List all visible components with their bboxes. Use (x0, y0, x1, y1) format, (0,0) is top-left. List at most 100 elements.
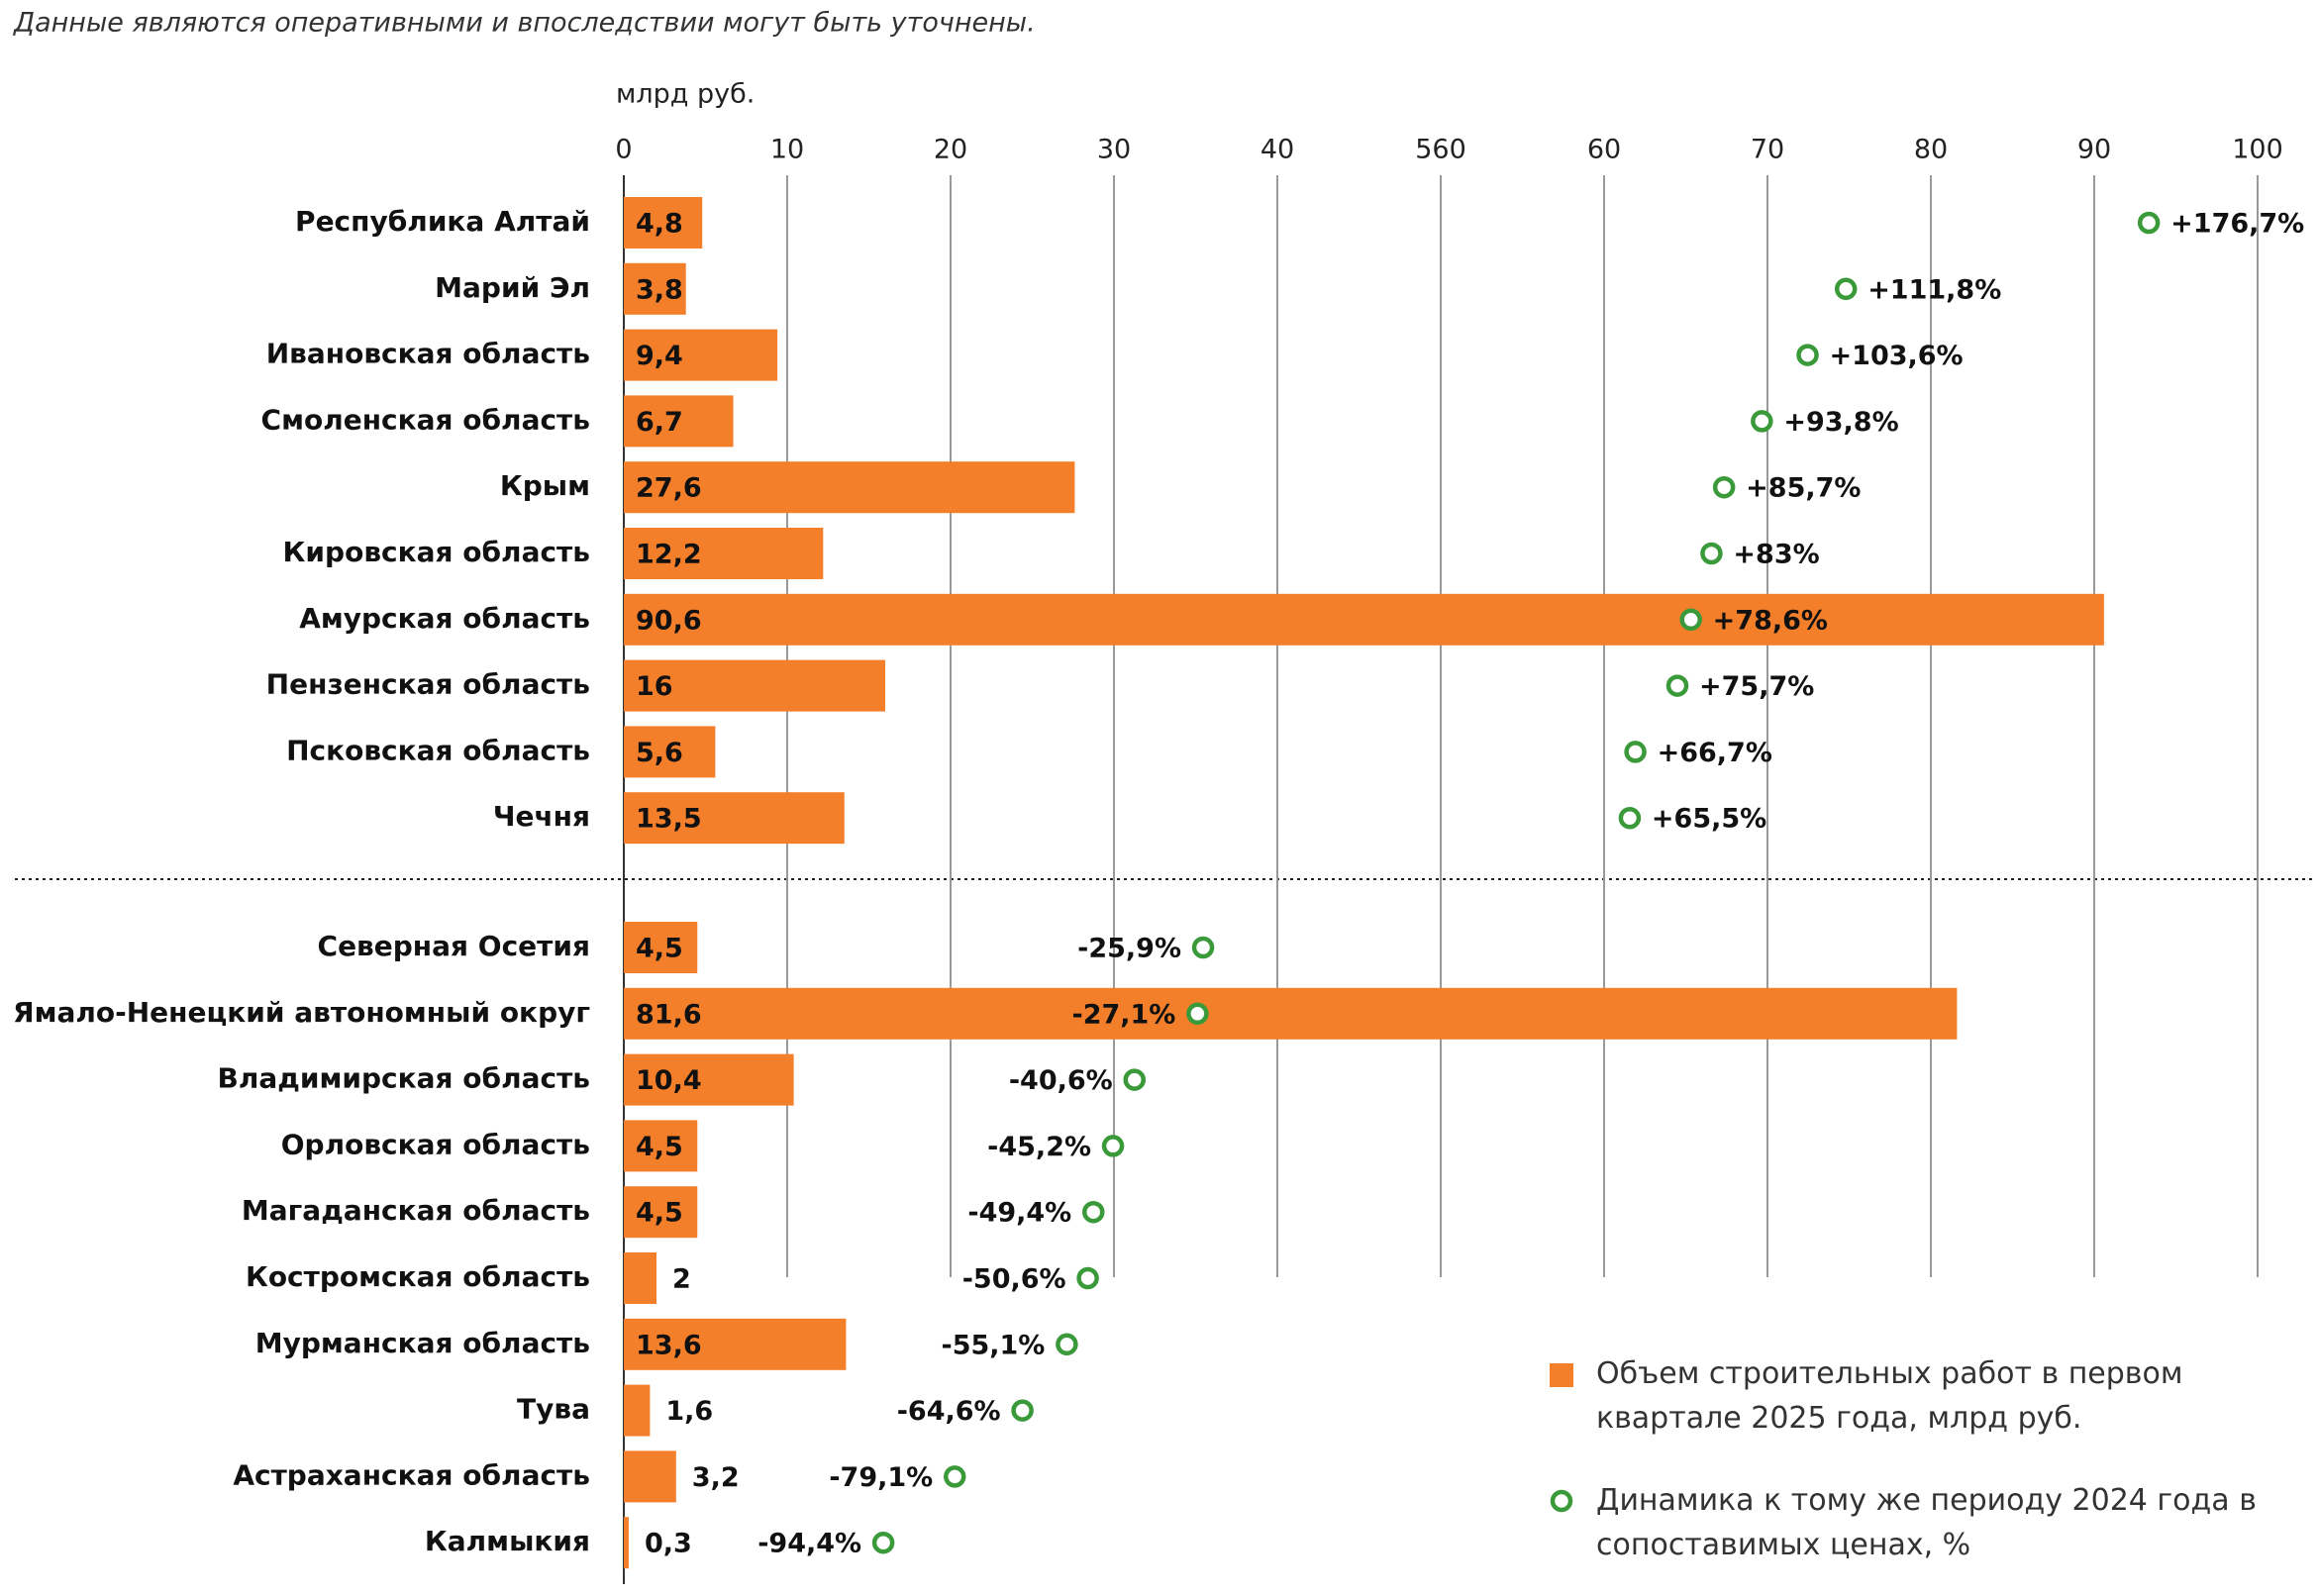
dynamics-marker (1712, 475, 1736, 499)
dynamics-marker (943, 1465, 966, 1488)
category-label: Крым (500, 469, 590, 502)
dynamics-label: -25,9% (1077, 934, 1181, 964)
dynamics-label: +93,8% (1783, 407, 1898, 438)
bar-value-label: 10,4 (636, 1065, 702, 1096)
x-tick-label: 40 (1260, 135, 1294, 165)
dynamics-marker (1796, 344, 1819, 366)
bar-value-label: 1,6 (665, 1396, 713, 1427)
bar-value-label: 13,5 (636, 804, 702, 835)
bar (624, 922, 698, 973)
category-label: Тува (517, 1393, 590, 1426)
category-label: Ивановская область (266, 338, 590, 370)
bar-value-label: 4,8 (636, 209, 683, 240)
dynamics-label: +111,8% (1867, 274, 2001, 305)
dynamics-marker (1056, 1333, 1078, 1356)
bar (624, 1252, 656, 1304)
dynamics-marker (1076, 1266, 1099, 1290)
category-label: Калмыкия (425, 1525, 590, 1557)
category-label: Псковская область (286, 734, 590, 766)
dynamics-marker (2137, 211, 2161, 235)
category-label: Амурская область (299, 602, 590, 635)
bar-value-label: 4,5 (636, 1132, 683, 1162)
dynamics-marker (1618, 806, 1642, 830)
category-label: Ямало-Ненецкий автономный округ (13, 996, 590, 1029)
dynamics-marker (1700, 542, 1723, 565)
dynamics-marker (1123, 1068, 1146, 1091)
bar-value-label: 5,6 (636, 738, 683, 768)
bar-value-label: 27,6 (636, 473, 702, 504)
dynamics-marker (1011, 1399, 1034, 1422)
category-label: Владимирская область (218, 1062, 590, 1095)
bar-value-label: 13,6 (636, 1330, 702, 1360)
x-tick-label: 0 (615, 135, 632, 165)
bar (624, 329, 778, 381)
dynamics-label: -79,1% (829, 1462, 933, 1493)
dynamics-label: +66,7% (1658, 738, 1772, 768)
bar-value-label: 81,6 (636, 999, 702, 1030)
bar-value-label: 16 (636, 671, 673, 702)
dynamics-label: -55,1% (941, 1330, 1045, 1360)
bar (624, 197, 703, 249)
dynamics-label: -50,6% (962, 1264, 1066, 1295)
category-label: Астраханская область (233, 1458, 590, 1491)
bar-value-label: 12,2 (636, 540, 702, 570)
category-label: Мурманская область (255, 1327, 590, 1359)
dynamics-label: +78,6% (1713, 605, 1828, 636)
x-tick-label: 10 (770, 135, 804, 165)
x-tick-label: 90 (2077, 135, 2111, 165)
dynamics-label: +83% (1733, 540, 1819, 570)
legend-swatch (1550, 1363, 1573, 1387)
dynamics-marker (1834, 277, 1858, 301)
x-tick-label: 30 (1097, 135, 1131, 165)
bar-value-label: 6,7 (636, 407, 683, 438)
x-tick-label: 60 (1587, 135, 1621, 165)
dynamics-label: -49,4% (967, 1198, 1071, 1229)
dynamics-label: -27,1% (1071, 999, 1175, 1030)
legend-item: Объем строительных работ в первом кварта… (1596, 1356, 2183, 1436)
dynamics-label: +75,7% (1699, 671, 1814, 702)
category-label: Кировская область (283, 536, 590, 568)
legend-label: Объем строительных работ в первом кварта… (1596, 1356, 2183, 1436)
note: Данные являются оперативными и впоследст… (13, 8, 1036, 39)
category-label: Костромская область (246, 1260, 590, 1293)
bar-value-label: 4,5 (636, 1198, 683, 1229)
dynamics-label: +85,7% (1746, 473, 1861, 504)
dynamics-label: -64,6% (897, 1396, 1001, 1427)
x-tick-label: 70 (1751, 135, 1784, 165)
bar (624, 1053, 794, 1106)
x-tick-label: 80 (1914, 135, 1948, 165)
dynamics-label: +176,7% (2170, 209, 2304, 240)
bar (624, 1186, 698, 1239)
bar (624, 593, 2104, 646)
dynamics-marker (1186, 1002, 1209, 1026)
bar-value-label: 9,4 (636, 341, 683, 371)
bar-value-label: 3,2 (692, 1462, 740, 1493)
dynamics-label: +65,5% (1652, 804, 1766, 835)
legend-marker (1550, 1489, 1573, 1513)
category-label: Магаданская область (242, 1194, 590, 1227)
bar (624, 528, 824, 579)
category-label: Чечня (493, 800, 590, 833)
bar-value-label: 90,6 (636, 605, 702, 636)
bar (624, 726, 716, 778)
dynamics-marker (1665, 674, 1689, 697)
axis-label: млрд руб. (616, 79, 755, 110)
x-tick-label: 560 (1415, 135, 1466, 165)
category-label: Смоленская область (261, 403, 590, 436)
dynamics-marker (1101, 1135, 1125, 1157)
x-tick-label: 20 (934, 135, 967, 165)
bar (624, 1517, 629, 1569)
dynamics-marker (1624, 741, 1647, 763)
dynamics-marker (1679, 608, 1702, 632)
category-label: Северная Осетия (318, 930, 590, 962)
bar-value-label: 4,5 (636, 934, 683, 964)
bar-value-label: 3,8 (636, 274, 683, 305)
bar (624, 792, 845, 845)
x-tick-label: 100 (2232, 135, 2283, 165)
dynamics-marker (1751, 410, 1773, 433)
dynamics-label: +103,6% (1830, 341, 1964, 371)
bar (624, 987, 1958, 1040)
bar-value-label: 0,3 (645, 1529, 692, 1559)
legend-label: Динамика к тому же периоду 2024 года в с… (1596, 1483, 2257, 1562)
